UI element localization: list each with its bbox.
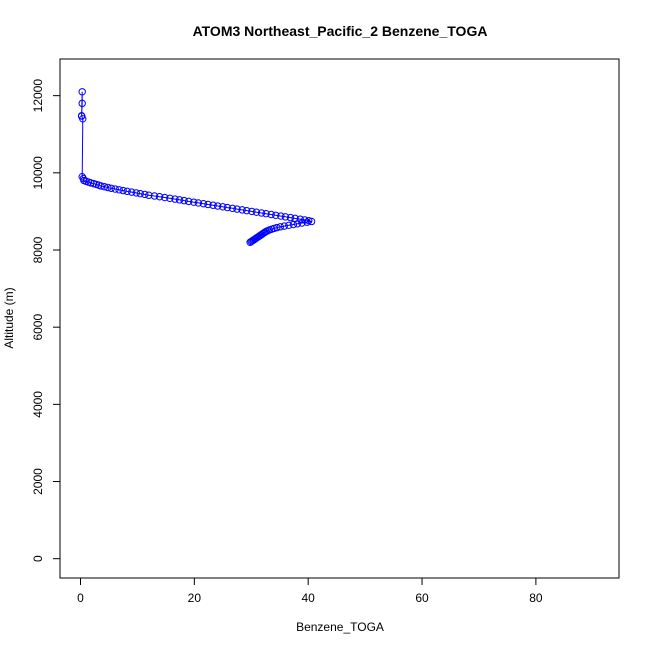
data-point [281,213,290,221]
data-point [248,207,256,216]
data-point [199,200,208,208]
data-point [166,194,174,203]
data-point [115,186,123,194]
data-point [307,217,316,226]
y-tick-label: 2000 [31,468,45,495]
x-tick-label: 60 [415,591,429,605]
y-tick-label: 8000 [31,236,45,263]
data-point [277,212,285,220]
data-point [141,190,149,199]
data-point [128,188,136,196]
data-point [194,199,203,207]
data-point [180,196,188,205]
data-point [272,211,280,219]
data-point [171,195,179,203]
data-point [247,237,255,246]
data-point [161,193,169,202]
data-point [77,112,86,120]
data-point [78,88,86,96]
data-point [97,182,105,190]
series-line [81,91,312,243]
data-point [184,197,193,206]
data-point [104,183,112,192]
data-point [89,179,98,188]
x-axis-label: Benzene_TOGA [296,620,384,634]
data-point [219,203,227,211]
data-point [238,206,246,214]
data-point [280,222,288,230]
data-point [228,204,237,213]
data-point [273,223,281,232]
data-point [78,172,86,181]
data-point [285,221,293,230]
data-point [209,201,217,209]
data-point [79,115,87,123]
data-point [246,238,254,246]
y-tick-label: 12000 [31,79,45,113]
data-point [132,189,140,197]
data-point [305,216,313,225]
x-tick-label: 0 [77,591,84,605]
data-point [213,202,222,210]
data-point [155,193,164,201]
data-point [119,186,127,195]
x-tick-label: 40 [302,591,316,605]
data-point [145,191,153,199]
data-point [298,219,306,227]
y-axis: 0 2000 4000 6000 8000 10000 12000 [31,79,61,562]
data-point [248,237,257,245]
data-point [243,206,251,215]
data-point [111,185,119,193]
data-point [303,218,311,226]
x-tick-label: 20 [188,591,202,605]
data-point [286,213,295,222]
data-point [267,210,275,219]
data-point [78,99,86,108]
data-point [190,198,198,206]
y-axis-label: Altitude (m) [2,287,16,348]
data-point [204,200,212,209]
data-point [252,208,261,216]
y-tick-label: 6000 [31,314,45,341]
data-point [233,205,241,213]
data-point [289,220,298,229]
series-layer [77,88,316,246]
y-tick-label: 10000 [31,156,45,190]
data-point [223,203,232,212]
data-point [107,184,115,192]
x-axis: 0 20 40 60 80 [77,577,543,605]
data-point [150,192,159,200]
data-point [100,183,109,191]
data-point [257,209,266,217]
y-tick-label: 4000 [31,391,45,418]
data-point [175,196,184,204]
data-point [136,189,144,198]
data-point [262,210,270,218]
chart-title: ATOM3 Northeast_Pacific_2 Benzene_TOGA [193,23,488,39]
data-point [293,220,302,228]
y-tick-label: 0 [31,555,45,562]
data-point [123,187,131,196]
x-tick-label: 80 [529,591,543,605]
